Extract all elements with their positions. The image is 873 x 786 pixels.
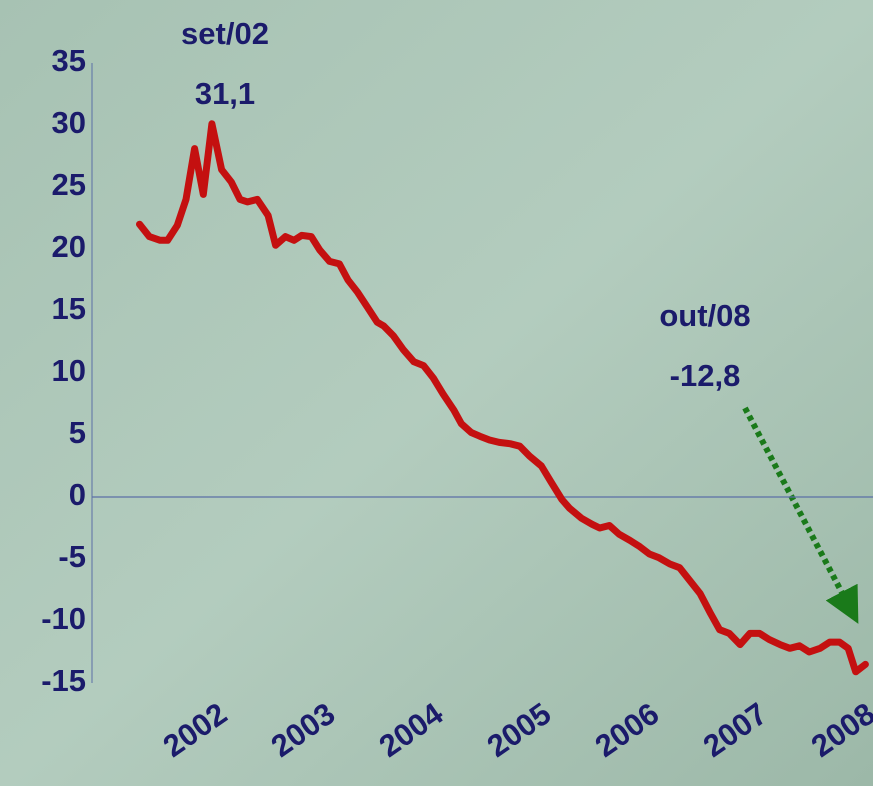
y-tick-label: -15 [41, 663, 86, 698]
y-tick-label: -10 [41, 601, 86, 636]
annotation: -12,8 [670, 358, 741, 393]
chart: set/02 31,1 out/08 -12,8 -15 -10 -5 0 5 10 15 2… [0, 0, 873, 786]
y-tick-label: 35 [52, 43, 86, 78]
y-tick-label: 15 [52, 291, 86, 326]
y-tick-label: 5 [69, 415, 86, 450]
y-tick-label: 0 [69, 477, 86, 512]
y-tick-label: -5 [58, 539, 86, 574]
annotation: set/02 [181, 16, 269, 51]
y-tick-label: 25 [52, 167, 86, 202]
annotation: out/08 [659, 298, 750, 333]
page: set/02 31,1 out/08 -12,8 -15 -10 -5 0 5 10 15 2… [0, 0, 873, 786]
y-tick-label: 30 [52, 105, 86, 140]
background [0, 0, 873, 786]
y-tick-label: 20 [52, 229, 86, 264]
annotation: 31,1 [195, 76, 255, 111]
y-tick-label: 10 [52, 353, 86, 388]
